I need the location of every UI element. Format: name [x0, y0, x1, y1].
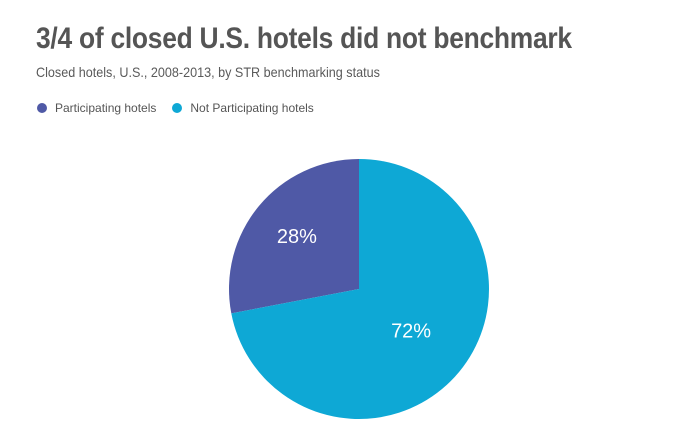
pie-label-not-participating: 72% — [391, 320, 431, 342]
legend-label-not-participating: Not Participating hotels — [190, 101, 314, 115]
chart-title: 3/4 of closed U.S. hotels did not benchm… — [36, 22, 572, 55]
legend-swatch-participating — [37, 103, 47, 113]
pie-slice-not-participating[interactable] — [231, 159, 490, 420]
legend-item-not-participating[interactable]: Not Participating hotels — [172, 101, 314, 115]
pie-slice-participating[interactable] — [229, 159, 359, 314]
pie-label-participating: 28% — [277, 226, 317, 248]
legend-item-participating[interactable]: Participating hotels — [37, 101, 156, 115]
legend-label-participating: Participating hotels — [55, 101, 157, 115]
chart-subtitle: Closed hotels, U.S., 2008-2013, by STR b… — [36, 64, 380, 80]
legend: Participating hotels Not Participating h… — [37, 101, 314, 115]
legend-swatch-not-participating — [172, 103, 183, 113]
